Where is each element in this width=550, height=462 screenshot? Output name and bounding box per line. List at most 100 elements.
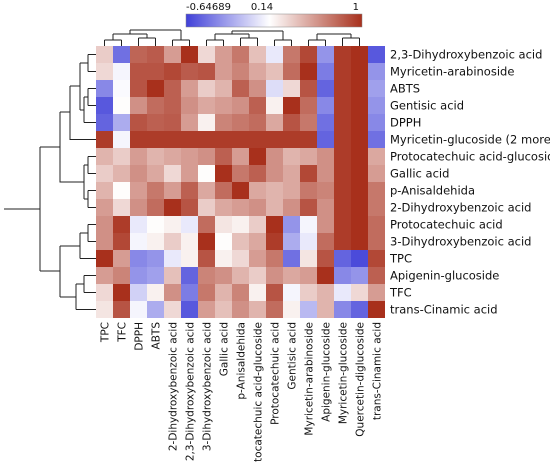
heatmap-cell [113,284,130,301]
heatmap-cell [164,80,181,97]
heatmap-cell [113,216,130,233]
column-label: Myricetin-glucoside [338,322,350,424]
heatmap-cell [317,250,334,267]
heatmap-cell [147,301,164,318]
heatmap-cell [300,114,317,131]
heatmap-cell [334,233,351,250]
heatmap-cell [368,80,385,97]
heatmap-cell [368,284,385,301]
heatmap-cell [317,46,334,63]
heatmap-cell [266,301,283,318]
heatmap-cell [130,267,147,284]
heatmap-cell [130,301,147,318]
heatmap-cell [334,284,351,301]
column-label: 3-Dihydroxybenzoic acid [202,322,214,451]
heatmap-cell [351,165,368,182]
heatmap-cell [215,301,232,318]
heatmap-cell [164,131,181,148]
heatmap-cell [96,148,113,165]
heatmap-cell [164,233,181,250]
heatmap-cell [147,165,164,182]
column-label: Gentisic acid [287,322,299,390]
heatmap-cell [215,233,232,250]
heatmap-cell [130,97,147,114]
heatmap-cell [283,131,300,148]
heatmap-cell [334,114,351,131]
heatmap-cell [96,80,113,97]
heatmap-cell [334,131,351,148]
heatmap-cell [198,216,215,233]
heatmap-cell [368,165,385,182]
row-label: p-Anisaldehida [390,184,475,198]
row-label: 2,3-Dihydroxybenzoic acid [390,48,542,62]
column-label: Quercetin-diglucoside [355,322,367,437]
heatmap-cell [334,63,351,80]
heatmap-cell [232,131,249,148]
heatmap-cell [283,114,300,131]
heatmap-cell [317,63,334,80]
heatmap-cell [300,250,317,267]
heatmap-cell [181,267,198,284]
heatmap-cell [266,233,283,250]
row-label: TFC [389,286,412,300]
heatmap-cell [113,267,130,284]
heatmap-cell [283,46,300,63]
heatmap-cell [147,114,164,131]
row-label: Gentisic acid [390,99,464,113]
heatmap-cell [198,199,215,216]
heatmap-cell [198,131,215,148]
column-labels: TPC TFC DPPH ABTS 2-Dihydroxybenzoic acid 2,3… [100,322,384,462]
heatmap-cell [351,267,368,284]
heatmap-cell [96,301,113,318]
heatmap-cell [181,250,198,267]
heatmap-cell [368,97,385,114]
heatmap-cell [130,233,147,250]
heatmap-cell [198,301,215,318]
heatmap-cell [181,216,198,233]
column-label: Protocatechuic acid-glucoside [253,322,265,462]
row-label: trans-Cinamic acid [390,303,498,317]
heatmap-cell [368,114,385,131]
row-label: 2-Dihydroxybenzoic acid [390,201,531,215]
column-label: Myricetin-arabinoside [304,322,316,436]
heatmap-cell [215,46,232,63]
color-scale: -0.64689 0.14 1 [185,2,363,28]
heatmap-cell [351,284,368,301]
heatmap-cell [113,63,130,80]
heatmap-cell [249,148,266,165]
heatmap-cell [368,301,385,318]
heatmap-cell [164,46,181,63]
color-scale-max-label: 1 [353,2,359,13]
heatmap-cell [181,233,198,250]
heatmap-cell [232,284,249,301]
heatmap-cell [351,63,368,80]
heatmap-cell [368,63,385,80]
heatmap-cell [113,250,130,267]
heatmap-cell [300,165,317,182]
heatmap-cell [283,267,300,284]
heatmap-cell [147,216,164,233]
heatmap-cell [249,216,266,233]
heatmap-cell [266,216,283,233]
heatmap-cell [130,63,147,80]
heatmap-cell [317,131,334,148]
heatmap-cell [96,63,113,80]
heatmap-cell [215,97,232,114]
heatmap-cell [300,148,317,165]
heatmap-cell [334,301,351,318]
heatmap-cell [130,216,147,233]
heatmap-cell [181,284,198,301]
heatmap-cell [232,301,249,318]
heatmap-cell [130,250,147,267]
heatmap-cell [249,250,266,267]
row-label: Protocatechuic acid [390,218,503,232]
heatmap-cell [96,233,113,250]
heatmap-cell [113,182,130,199]
heatmap-cell [130,131,147,148]
heatmap-cell [113,165,130,182]
heatmap-cell [351,131,368,148]
heatmap-cell [351,216,368,233]
heatmap-cell [334,182,351,199]
heatmap-cell [368,250,385,267]
heatmap-cell [368,233,385,250]
